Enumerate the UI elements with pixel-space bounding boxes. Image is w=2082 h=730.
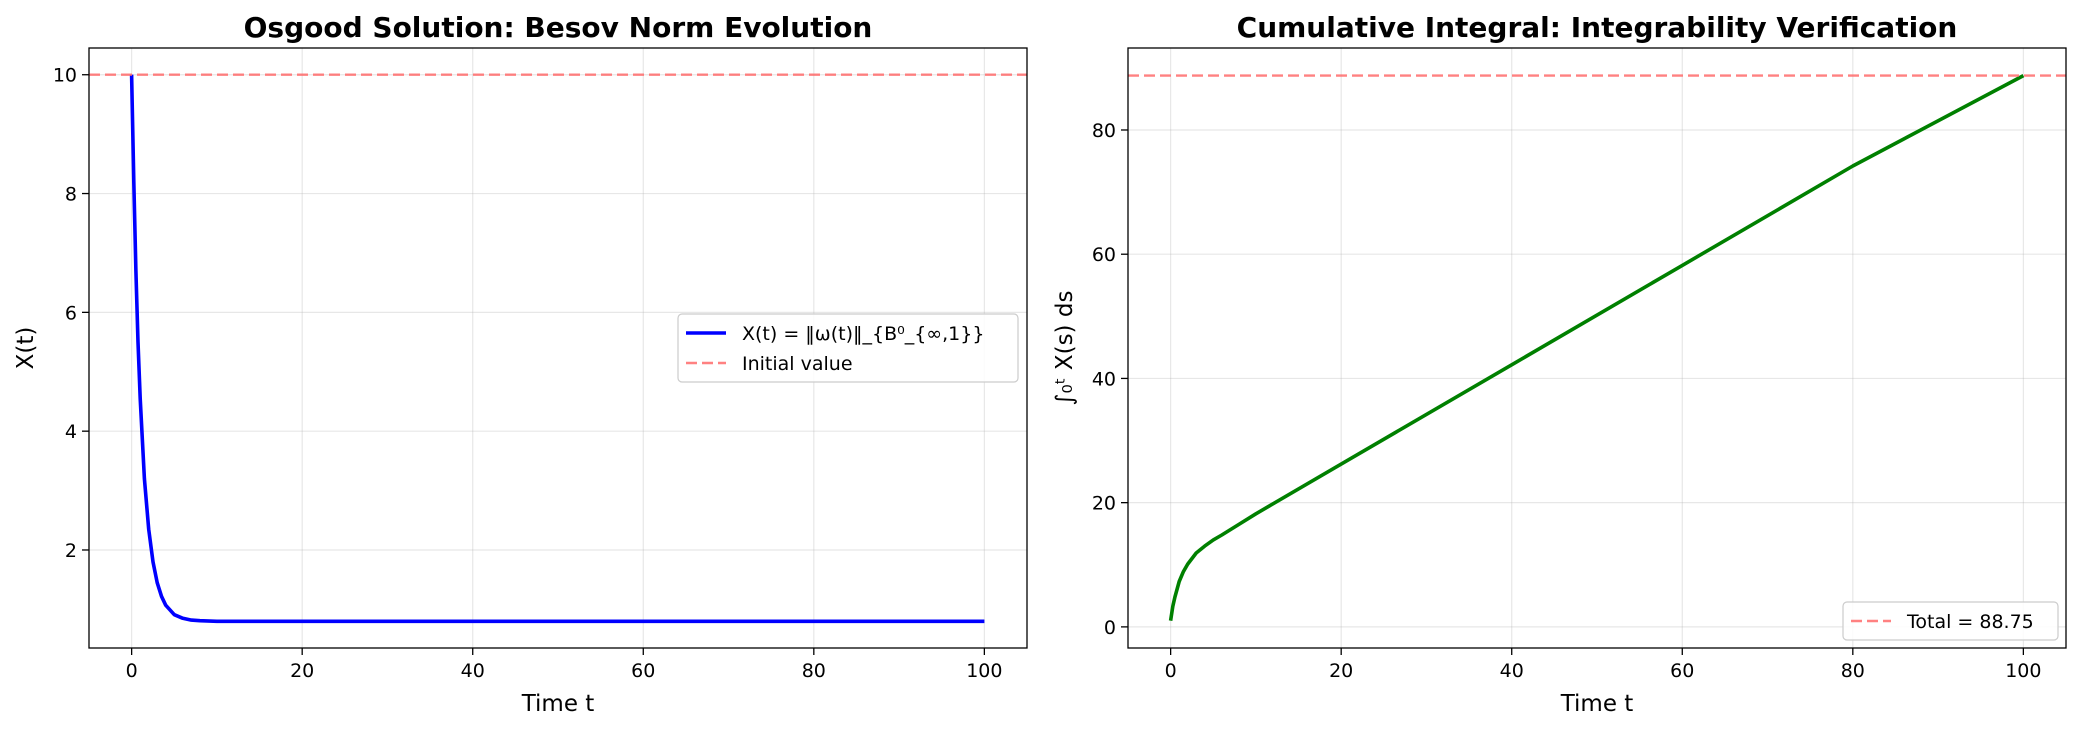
x-tick-label: 0 xyxy=(1165,660,1177,682)
y-tick-label: 6 xyxy=(65,302,77,324)
legend-box xyxy=(1842,601,2059,641)
legend-box xyxy=(677,313,1019,383)
y-tick-label: 0 xyxy=(1104,617,1116,639)
legend-label: Initial value xyxy=(742,353,853,375)
x-axis-label: Time t xyxy=(1560,691,1634,717)
y-tick-label: 80 xyxy=(1092,120,1116,142)
y-tick-label: 60 xyxy=(1092,244,1116,266)
chart-2: 0 20 40 60 80 100 0 20 40 60 80 Cumulative Integral… xyxy=(1052,11,2067,717)
x-tick-label: 80 xyxy=(802,660,826,682)
chart-title: Cumulative Integral: Integrability Verif… xyxy=(1237,11,1958,44)
y-tick-label: 8 xyxy=(65,184,77,206)
y-axis-label: ∫₀ᵗ X(s) ds xyxy=(1052,291,1078,406)
series-line xyxy=(129,74,985,624)
x-tick-label: 40 xyxy=(1500,660,1524,682)
x-axis-label: Time t xyxy=(521,691,595,717)
legend: X(t) = ‖ω(t)‖_{B⁰_{∞,1}} Initial value xyxy=(677,313,1019,383)
x-tick-label: 0 xyxy=(126,660,138,682)
x-tick-label: 100 xyxy=(2005,660,2041,682)
x-tick-label: 20 xyxy=(1329,660,1353,682)
x-tick-label: 60 xyxy=(631,660,655,682)
x-tick-label: 80 xyxy=(1841,660,1865,682)
plot-frame xyxy=(1127,47,2067,649)
chart-title: Osgood Solution: Besov Norm Evolution xyxy=(244,11,873,44)
x-tick-label: 100 xyxy=(966,660,1002,682)
y-tick-label: 10 xyxy=(53,65,77,87)
legend-label: X(t) = ‖ω(t)‖_{B⁰_{∞,1}} xyxy=(742,323,984,345)
x-tick-label: 40 xyxy=(461,660,485,682)
y-tick-label: 20 xyxy=(1092,493,1116,515)
legend: Total = 88.75 xyxy=(1842,601,2059,641)
chart-1: 0 20 40 60 80 100 2 4 6 8 10 Osgood Solution: Besov… xyxy=(13,11,1028,717)
y-tick-label: 40 xyxy=(1092,368,1116,390)
series-line xyxy=(1168,74,2025,621)
series-group xyxy=(1128,74,2066,621)
x-tick-label: 20 xyxy=(290,660,314,682)
y-axis-label: X(t) xyxy=(13,327,39,370)
legend-label: Total = 88.75 xyxy=(1906,611,2034,633)
plot-frame xyxy=(88,47,1028,649)
x-tick-label: 60 xyxy=(1670,660,1694,682)
series-group xyxy=(89,73,1027,624)
y-tick-label: 4 xyxy=(65,421,77,443)
y-tick-label: 2 xyxy=(65,540,77,562)
